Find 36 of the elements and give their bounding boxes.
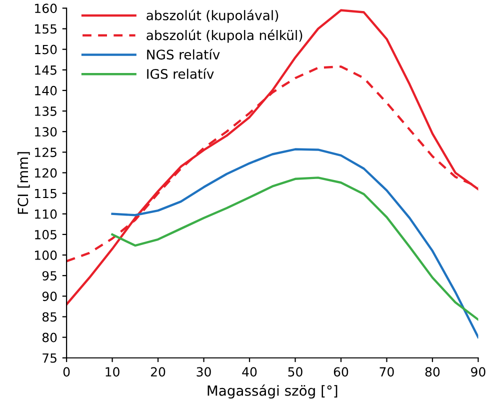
x-tick-label: 10 — [106, 367, 120, 377]
y-tick-label: 90 — [42, 292, 57, 302]
y-tick-label: 105 — [35, 230, 56, 240]
x-tick-label: 80 — [425, 367, 440, 377]
y-tick-label: 80 — [42, 332, 57, 342]
x-tick-label: 20 — [150, 367, 166, 377]
y-tick-label: 85 — [42, 312, 56, 322]
line-series — [111, 148, 478, 338]
y-tick-label: 145 — [35, 66, 56, 75]
y-tick-label: 130 — [35, 127, 57, 137]
x-tick-label: 60 — [334, 367, 348, 377]
y-tick-label: 120 — [35, 168, 57, 178]
x-tick-label: 70 — [380, 367, 394, 377]
y-tick-label: 75 — [42, 354, 56, 363]
y-tick-label: 95 — [42, 271, 56, 281]
x-axis-title: Magassági szög [°] — [208, 384, 338, 399]
legend-label: NGS relatív — [147, 48, 220, 60]
y-tick-label: 115 — [35, 188, 56, 198]
legend-label: IGS relatív — [147, 68, 214, 79]
legend-label: abszolút (kupola nélkül) — [146, 29, 302, 43]
x-tick-label: 40 — [242, 367, 257, 377]
legend-label: abszolút (kupolával) — [146, 10, 278, 23]
x-tick-label: 90 — [471, 367, 486, 377]
y-axis-title: FCI [mm] — [17, 152, 30, 214]
y-tick-label: 135 — [35, 106, 56, 116]
y-tick-label: 160 — [35, 4, 57, 14]
x-tick-label: 50 — [288, 367, 302, 377]
y-tick-label: 125 — [35, 148, 56, 158]
y-tick-label: 150 — [35, 44, 57, 54]
x-tick-label: 0 — [63, 367, 70, 377]
y-tick-label: 100 — [35, 250, 57, 260]
y-tick-label: 140 — [35, 86, 57, 96]
y-tick-label: 110 — [35, 209, 57, 219]
x-tick-label: 30 — [196, 367, 211, 377]
y-tick-label: 155 — [35, 24, 56, 34]
line-series — [111, 176, 478, 321]
